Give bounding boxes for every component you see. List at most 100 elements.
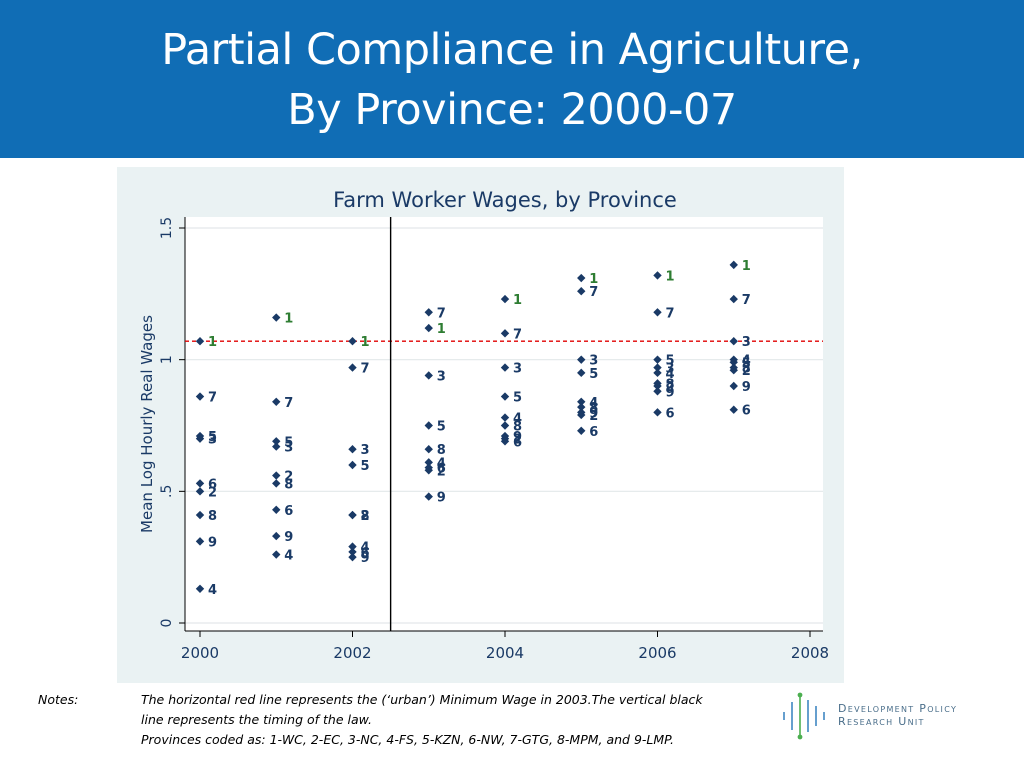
notes-line-1: The horizontal red line represents the (… bbox=[141, 692, 703, 707]
point-label: 5 bbox=[284, 435, 293, 450]
point-marker bbox=[577, 408, 586, 417]
point-marker bbox=[424, 445, 433, 454]
point-label: 9 bbox=[284, 530, 293, 545]
point-marker bbox=[500, 392, 510, 401]
point-marker bbox=[195, 392, 205, 401]
point-marker bbox=[577, 397, 586, 406]
data-point: 7 bbox=[195, 391, 217, 406]
point-label: 1 bbox=[666, 269, 675, 284]
data-point: 5 bbox=[577, 367, 598, 382]
data-point: 3 bbox=[500, 362, 522, 377]
point-label: 5 bbox=[666, 354, 675, 369]
point-marker bbox=[577, 426, 586, 435]
dpru-logo-line1: Development Policy bbox=[838, 702, 958, 715]
point-label: 6 bbox=[513, 435, 522, 450]
point-marker bbox=[729, 363, 738, 372]
point-marker bbox=[348, 510, 357, 520]
point-label: 2 bbox=[361, 509, 370, 524]
point-label: 3 bbox=[589, 354, 598, 369]
point-label: 9 bbox=[437, 491, 446, 506]
point-label: 2 bbox=[666, 380, 675, 395]
point-label: 1 bbox=[742, 259, 751, 274]
data-point: 4 bbox=[653, 367, 675, 382]
point-label: 7 bbox=[284, 396, 293, 411]
data-point: 1 bbox=[272, 312, 293, 327]
y-tick-label: 1.5 bbox=[159, 217, 175, 239]
point-label: 4 bbox=[437, 456, 446, 471]
slide-title-line1: Partial Compliance in Agriculture, bbox=[161, 25, 863, 75]
point-marker bbox=[729, 358, 738, 367]
point-label: 6 bbox=[666, 406, 675, 421]
point-marker bbox=[272, 505, 281, 514]
point-marker bbox=[424, 371, 433, 380]
point-label: 2 bbox=[742, 364, 751, 379]
point-marker bbox=[500, 421, 510, 430]
point-label: 7 bbox=[437, 306, 446, 321]
point-marker bbox=[577, 273, 586, 283]
point-label: 6 bbox=[589, 425, 598, 440]
data-point: 3 bbox=[348, 443, 370, 458]
point-marker bbox=[272, 550, 281, 559]
chart-panel: Farm Worker Wages, by Province 0 .5 1 1.5 20… bbox=[117, 167, 844, 683]
data-point: 9 bbox=[272, 530, 293, 545]
data-point: 3 bbox=[729, 335, 751, 350]
point-label: 7 bbox=[513, 327, 522, 342]
point-marker bbox=[500, 437, 510, 446]
data-point: 7 bbox=[729, 293, 751, 308]
point-label: 4 bbox=[666, 367, 675, 382]
point-label: 2 bbox=[284, 470, 293, 485]
data-point: 5 bbox=[500, 391, 522, 406]
data-point: 1 bbox=[577, 272, 598, 287]
point-marker bbox=[272, 471, 281, 480]
point-marker bbox=[424, 308, 433, 317]
point-label: 5 bbox=[208, 430, 217, 445]
point-label: 8 bbox=[437, 443, 446, 458]
dpru-logo: Development Policy Research Unit bbox=[780, 686, 990, 746]
point-label: 5 bbox=[742, 356, 751, 371]
data-point: 1 bbox=[500, 293, 522, 308]
data-point: 6 bbox=[500, 435, 522, 450]
point-marker bbox=[729, 381, 738, 391]
point-label: 1 bbox=[361, 335, 370, 350]
data-point: 6 bbox=[348, 546, 370, 561]
point-label: 1 bbox=[437, 322, 446, 337]
data-point: 1 bbox=[195, 335, 217, 350]
point-label: 7 bbox=[666, 306, 675, 321]
point-label: 4 bbox=[284, 549, 293, 564]
point-marker bbox=[500, 329, 510, 338]
point-label: 6 bbox=[437, 462, 446, 477]
point-marker bbox=[272, 437, 281, 446]
data-point: 8 bbox=[272, 477, 293, 492]
data-point: 7 bbox=[653, 306, 675, 321]
point-label: 4 bbox=[589, 396, 598, 411]
point-label: 9 bbox=[361, 551, 370, 566]
point-label: 9 bbox=[208, 535, 217, 550]
point-label: 3 bbox=[513, 362, 522, 377]
point-marker bbox=[653, 387, 662, 396]
data-point: 8 bbox=[500, 420, 522, 435]
scatter-chart: Farm Worker Wages, by Province 0 .5 1 1.5 20… bbox=[138, 188, 829, 662]
x-tick-label: 2004 bbox=[486, 644, 524, 662]
point-label: 8 bbox=[666, 377, 675, 392]
point-label: 7 bbox=[361, 362, 370, 377]
chart-title: Farm Worker Wages, by Province bbox=[333, 188, 677, 212]
data-point: 1 bbox=[424, 322, 446, 337]
point-label: 2 bbox=[208, 485, 217, 500]
y-tick-label: 1 bbox=[159, 355, 175, 364]
point-marker bbox=[577, 368, 586, 378]
point-label: 7 bbox=[742, 293, 751, 308]
notes-body: The horizontal red line represents the (… bbox=[141, 690, 741, 750]
point-marker bbox=[348, 547, 357, 557]
data-point: 6 bbox=[653, 406, 675, 421]
title-banner: Partial Compliance in Agriculture, By Pr… bbox=[0, 0, 1024, 158]
point-label: 3 bbox=[437, 369, 446, 384]
point-marker bbox=[348, 337, 357, 346]
data-point: 9 bbox=[729, 380, 751, 395]
point-label: 3 bbox=[361, 443, 370, 458]
point-marker bbox=[424, 323, 433, 333]
point-marker bbox=[653, 379, 662, 388]
point-label: 1 bbox=[589, 272, 598, 287]
point-marker bbox=[653, 308, 662, 317]
point-marker bbox=[577, 287, 586, 296]
point-label: 8 bbox=[589, 401, 598, 416]
